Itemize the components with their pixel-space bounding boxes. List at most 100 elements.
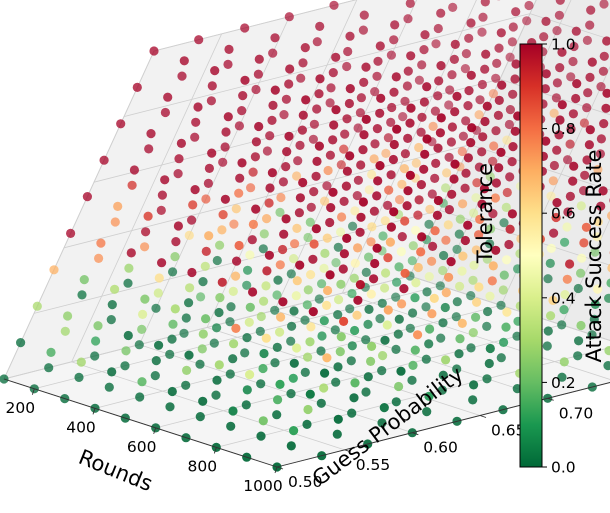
data-point (386, 50, 396, 60)
data-point (243, 265, 253, 275)
data-point (491, 178, 501, 188)
data-point (402, 201, 412, 211)
data-point (308, 254, 318, 264)
data-point (496, 147, 506, 157)
data-point (460, 183, 470, 193)
data-point (424, 339, 434, 349)
data-point (250, 152, 260, 162)
data-point (407, 375, 417, 385)
data-point (355, 227, 365, 237)
data-point (466, 18, 476, 28)
data-point (341, 181, 351, 191)
data-point (32, 301, 42, 311)
data-point (428, 241, 438, 251)
data-point (305, 389, 315, 399)
data-point (74, 372, 84, 382)
data-point (273, 395, 283, 405)
data-point (494, 43, 504, 53)
data-point (315, 21, 325, 31)
axis-edge (3, 378, 278, 468)
data-point (592, 232, 602, 242)
data-point (416, 247, 426, 257)
data-point (355, 108, 365, 118)
data-point (389, 207, 399, 217)
data-point (315, 74, 325, 84)
data-point (589, 314, 599, 324)
data-point (325, 98, 335, 108)
data-point (270, 305, 280, 315)
data-point (565, 259, 575, 269)
data-point (576, 268, 586, 278)
data-point (364, 252, 374, 262)
data-point (551, 212, 561, 223)
data-point (411, 158, 421, 168)
grid-line (63, 144, 471, 249)
data-point (380, 283, 390, 293)
data-point (306, 322, 316, 332)
data-point (557, 372, 567, 382)
data-point (427, 256, 437, 266)
data-point (397, 179, 407, 189)
data-point (188, 200, 198, 210)
data-point (201, 246, 211, 256)
data-point (207, 81, 217, 91)
data-point (432, 210, 442, 220)
data-point (339, 249, 349, 259)
data-point (201, 314, 211, 324)
data-point (336, 279, 346, 289)
data-point (508, 89, 518, 99)
data-point (359, 10, 369, 20)
data-point (228, 354, 238, 364)
data-point (359, 130, 369, 140)
x-tick-mark (274, 466, 278, 474)
data-point (322, 233, 332, 243)
data-point (450, 159, 460, 169)
data-point (602, 36, 610, 46)
data-point (552, 145, 562, 155)
data-point (345, 151, 355, 161)
data-point (482, 254, 492, 264)
data-point (328, 68, 338, 78)
data-point (325, 150, 335, 160)
data-point (107, 300, 117, 310)
data-point (579, 186, 589, 196)
data-point (397, 232, 407, 242)
data-point (449, 54, 459, 64)
data-point (251, 204, 261, 214)
data-point (596, 134, 607, 144)
data-point (240, 75, 250, 85)
data-point (306, 202, 316, 212)
data-point (582, 103, 592, 113)
data-points (0, 0, 610, 472)
data-point (353, 175, 363, 185)
data-point (273, 275, 283, 285)
data-point (444, 100, 454, 110)
data-point (372, 124, 382, 134)
data-point (320, 368, 330, 378)
data-point (454, 229, 464, 239)
data-point (286, 441, 296, 451)
data-point (422, 82, 432, 92)
data-point (353, 123, 363, 133)
data-point (336, 332, 346, 342)
data-point (496, 353, 506, 363)
data-point (552, 26, 562, 36)
data-point (583, 88, 593, 98)
data-point (593, 217, 603, 227)
data-point (289, 254, 299, 264)
data-point (488, 261, 498, 271)
data-point (303, 404, 313, 415)
data-point (294, 208, 304, 218)
data-point (267, 115, 277, 125)
data-point (389, 139, 399, 150)
data-point (278, 177, 288, 187)
data-point (398, 112, 408, 122)
data-point (262, 214, 272, 224)
data-point (218, 157, 228, 167)
data-point (584, 140, 595, 150)
data-point (349, 393, 359, 403)
data-point (297, 125, 307, 135)
data-point (292, 343, 302, 353)
data-point (225, 369, 235, 379)
data-point (276, 312, 286, 322)
